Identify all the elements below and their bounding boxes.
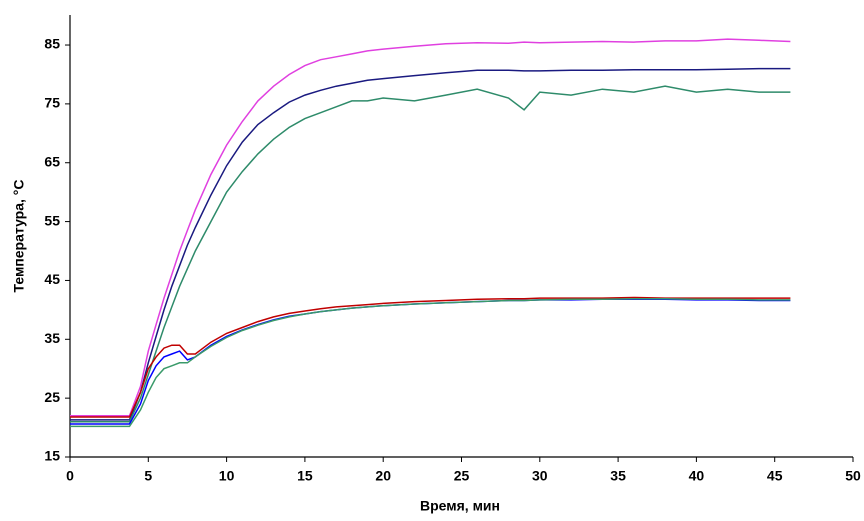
x-tick-label: 45: [767, 468, 783, 484]
y-tick-label: 15: [44, 448, 60, 464]
x-tick-label: 25: [454, 468, 470, 484]
x-tick-label: 0: [66, 468, 74, 484]
x-axis-label: Время, мин: [420, 498, 500, 514]
x-tick-label: 10: [219, 468, 235, 484]
y-tick-label: 45: [44, 271, 60, 287]
x-tick-label: 30: [532, 468, 548, 484]
series-line: [70, 298, 791, 425]
x-tick-label: 15: [297, 468, 313, 484]
y-tick-label: 55: [44, 212, 60, 228]
x-tick-label: 40: [689, 468, 705, 484]
x-tick-label: 50: [845, 468, 861, 484]
series-line: [70, 296, 791, 418]
x-tick-label: 35: [610, 468, 626, 484]
y-tick-label: 85: [44, 36, 60, 52]
series-line: [70, 38, 791, 417]
y-tick-label: 75: [44, 95, 60, 111]
y-tick-label: 25: [44, 389, 60, 405]
series-line: [70, 85, 791, 423]
series-line: [70, 297, 791, 428]
series-line: [70, 67, 791, 421]
x-tick-label: 20: [375, 468, 391, 484]
y-tick-label: 65: [44, 153, 60, 169]
y-axis-label: Температура, °С: [11, 179, 27, 292]
y-tick-label: 35: [44, 330, 60, 346]
x-tick-label: 5: [144, 468, 152, 484]
